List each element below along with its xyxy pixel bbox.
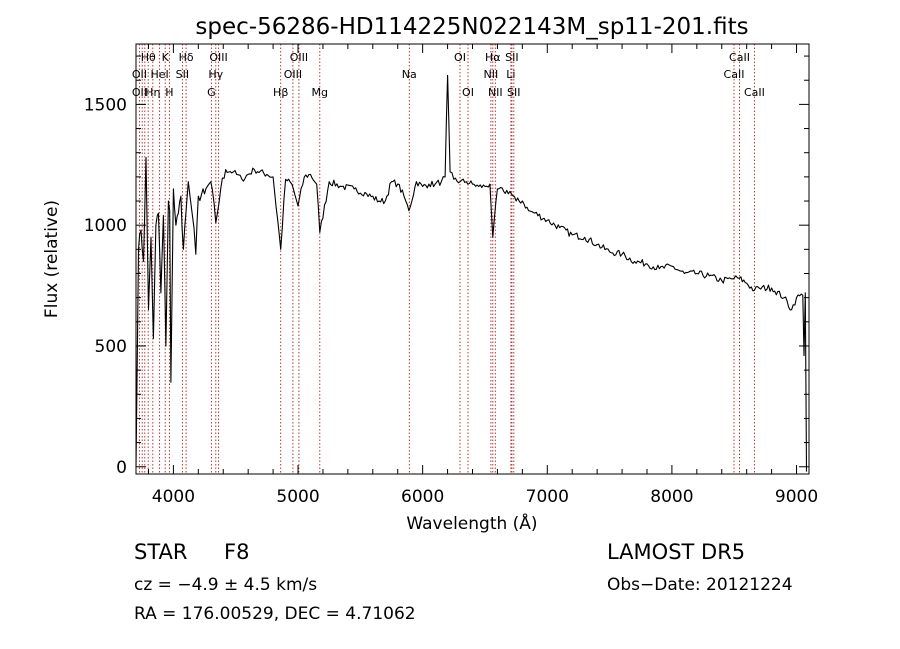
object-class: STAR (134, 540, 187, 564)
spectrum-line (135, 74, 808, 472)
line-mark-label: Li (506, 68, 515, 81)
x-tick-label: 9000 (775, 487, 818, 507)
line-mark-label: CaII (729, 51, 750, 64)
chart-title: spec-56286-HD114225N022143M_sp11-201.fit… (195, 14, 748, 40)
x-tick-label: 8000 (650, 487, 693, 507)
coordinates: RA = 176.00529, DEC = 4.71062 (134, 604, 416, 624)
y-tick-label: 1500 (84, 95, 127, 115)
line-mark-label: H (165, 86, 173, 99)
line-mark-label: K (162, 51, 170, 64)
line-mark-label: Hθ (141, 51, 156, 64)
line-mark-label: SII (507, 86, 520, 99)
line-mark-label: Mg (312, 86, 328, 99)
object-subclass: F8 (224, 540, 249, 564)
line-mark-label: Hη (145, 86, 160, 99)
y-tick-label: 1000 (84, 216, 127, 236)
line-mark-label: Hγ (208, 68, 223, 81)
line-mark-label: OIII (209, 51, 227, 64)
line-mark-label: Hα (485, 51, 501, 64)
line-marks (138, 44, 755, 474)
line-mark-label: Hδ (179, 51, 194, 64)
y-tick-label: 0 (116, 458, 127, 478)
observation-date: Obs−Date: 20121224 (607, 575, 793, 595)
line-mark-label: SII (176, 68, 189, 81)
line-mark-label: OII (132, 68, 147, 81)
line-mark-label: SII (505, 51, 518, 64)
line-mark-label: CaII (744, 86, 765, 99)
survey-name: LAMOST DR5 (607, 540, 745, 564)
redshift-cz: cz = −4.9 ± 4.5 km/s (134, 575, 317, 595)
line-mark-label: HeI (150, 68, 168, 81)
y-tick-label: 500 (95, 337, 127, 357)
line-mark-label: OI (454, 51, 466, 64)
axis-ticks: 4000 5000 6000 7000 8000 9000 0 500 1000 1500 (84, 44, 818, 507)
line-mark-label: NII (484, 68, 499, 81)
x-axis-label: Wavelength (Å) (406, 512, 537, 534)
x-tick-label: 6000 (401, 487, 444, 507)
y-axis-label: Flux (relative) (42, 200, 62, 318)
line-mark-label: NII (488, 86, 503, 99)
x-tick-label: 7000 (526, 487, 569, 507)
line-mark-label: OI (462, 86, 474, 99)
line-mark-label: Na (402, 68, 417, 81)
line-mark-label: G (207, 86, 216, 99)
plot-frame (135, 43, 810, 475)
line-mark-label: OIII (290, 51, 308, 64)
x-tick-label: 5000 (276, 487, 319, 507)
x-tick-label: 4000 (152, 487, 195, 507)
line-mark-label: CaII (724, 68, 745, 81)
line-mark-label: Hβ (273, 86, 288, 99)
line-mark-label: OIII (284, 68, 302, 81)
